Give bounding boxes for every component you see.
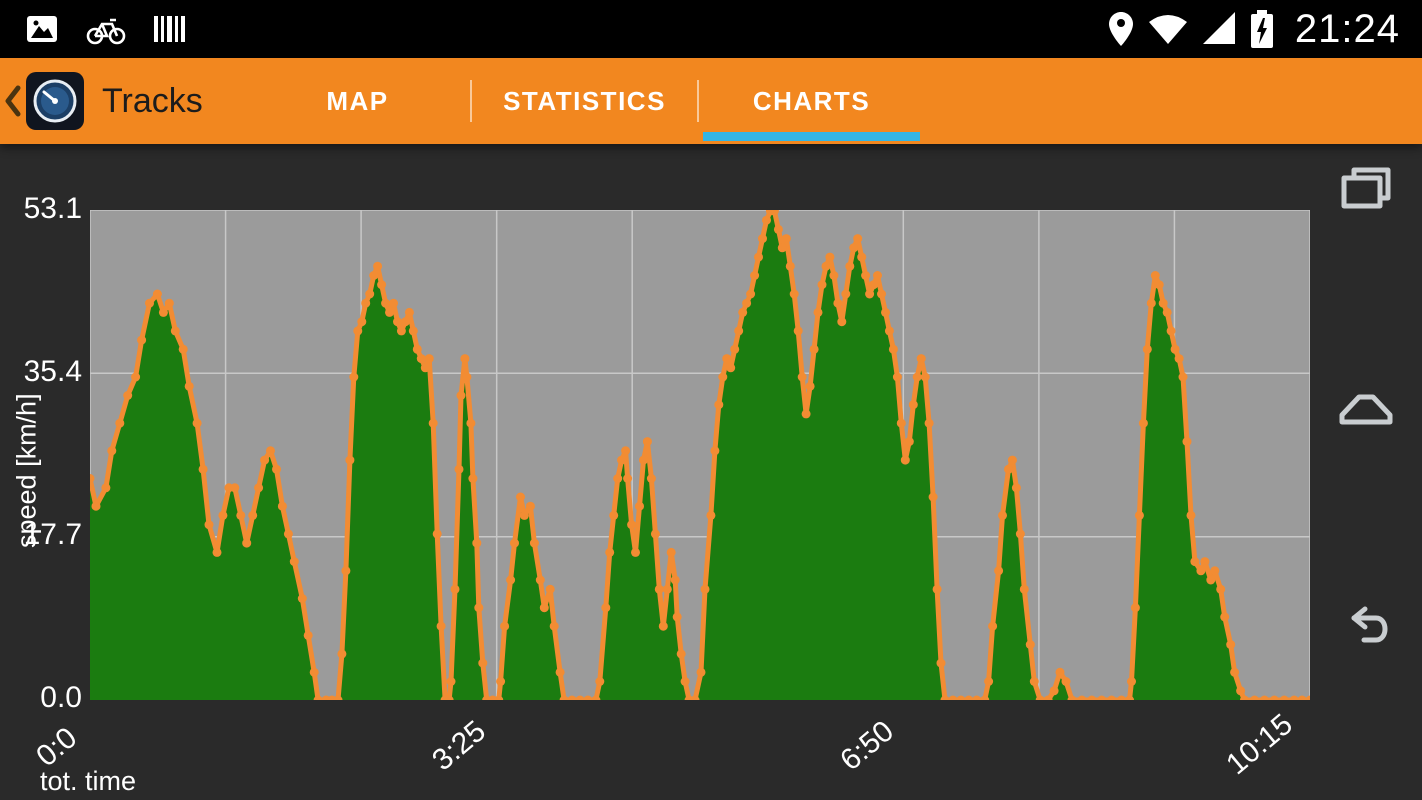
y-tick-1: 53.1 xyxy=(23,192,82,225)
back-icon[interactable] xyxy=(1334,596,1398,660)
y-tick-4: 0.0 xyxy=(40,681,82,714)
back-chevron-icon[interactable] xyxy=(0,58,26,144)
bike-icon xyxy=(86,12,126,46)
y-tick-3: 17.7 xyxy=(23,518,82,551)
y-axis-title: speed [km/h] xyxy=(11,393,42,549)
tab-charts[interactable]: CHARTS xyxy=(699,58,924,144)
signal-icon xyxy=(1201,12,1237,46)
navigation-rail xyxy=(1310,144,1422,800)
tab-separator xyxy=(470,80,472,122)
chart-plot-area[interactable] xyxy=(90,210,1310,700)
gallery-icon xyxy=(24,11,60,47)
app-bar: Tracks MAP STATISTICS CHARTS xyxy=(0,58,1422,144)
x-axis-title: tot. time xyxy=(40,766,137,796)
barcode-icon xyxy=(152,13,186,45)
y-tick-2: 35.4 xyxy=(23,355,82,388)
wifi-icon xyxy=(1147,12,1189,46)
page-title: Tracks xyxy=(102,81,203,120)
status-bar: 21:24 xyxy=(0,0,1422,58)
recents-icon[interactable] xyxy=(1334,158,1398,222)
speedometer-app-icon[interactable] xyxy=(26,72,84,130)
battery-charging-icon xyxy=(1249,9,1275,49)
x-tick-2: 3:25 xyxy=(426,714,493,778)
home-icon[interactable] xyxy=(1334,378,1398,442)
x-tick-4: 10:15 xyxy=(1220,707,1299,782)
tab-map[interactable]: MAP xyxy=(326,85,389,116)
status-time: 21:24 xyxy=(1294,6,1400,51)
speed-chart: 53.1 35.4 17.7 0.0 speed [km/h] 0:0 3:25… xyxy=(0,144,1310,800)
tab-bar: MAP STATISTICS CHARTS xyxy=(245,58,924,144)
x-tick-3: 6:50 xyxy=(834,714,901,778)
tab-statistics[interactable]: STATISTICS xyxy=(503,85,666,116)
location-icon xyxy=(1107,10,1135,48)
tab-separator xyxy=(697,80,699,122)
